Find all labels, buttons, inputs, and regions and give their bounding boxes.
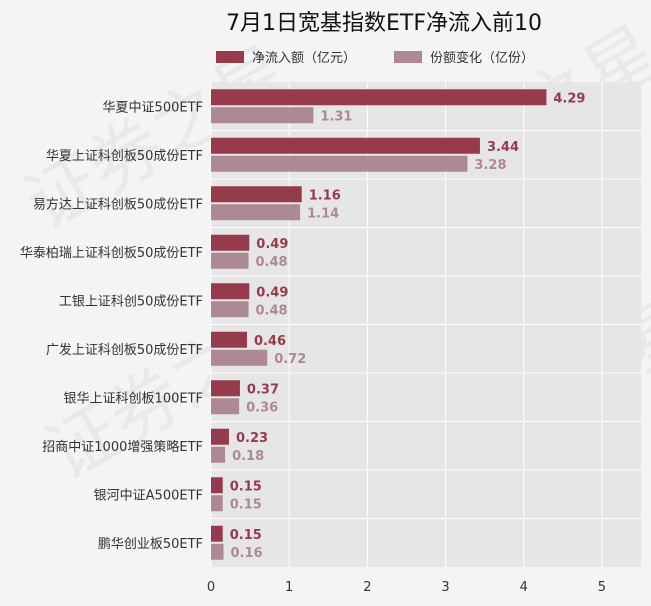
data-label-series-1: 1.16 <box>309 188 341 203</box>
data-label-series-2: 3.28 <box>474 158 506 173</box>
data-label-series-2: 0.18 <box>232 449 264 464</box>
category-labels: 华夏中证500ETF 华夏上证科创板50成份ETF 易方达上证科创板50成份ETF 华… <box>20 100 203 552</box>
bar-series-2 <box>211 349 268 366</box>
bar-series-1 <box>211 234 250 251</box>
legend-swatch-series-2 <box>394 51 422 63</box>
data-label-series-1: 3.44 <box>487 140 519 155</box>
data-label-series-1: 0.37 <box>247 382 279 397</box>
bar-series-1 <box>211 428 229 445</box>
bar-series-2 <box>211 301 249 318</box>
x-tick-label: 0 <box>207 580 215 595</box>
category-label: 华夏上证科创板50成份ETF <box>46 149 203 164</box>
legend-label-series-1: 净流入额（亿元） <box>252 51 356 66</box>
bars <box>211 89 547 560</box>
chart-title: 7月1日宽基指数ETF净流入前10 <box>226 11 542 36</box>
bar-series-1 <box>211 137 480 154</box>
data-labels: 4.29 1.31 3.44 3.28 1.16 1.14 0.49 0.48 0.49 0.48… <box>230 91 586 561</box>
bar-series-1 <box>211 331 247 348</box>
data-label-series-2: 0.72 <box>274 352 306 367</box>
data-label-series-2: 0.48 <box>256 255 288 270</box>
bar-series-2 <box>211 252 249 269</box>
x-tick-labels: 0 1 2 3 4 5 <box>207 580 606 595</box>
data-label-series-1: 4.29 <box>553 91 585 106</box>
bar-series-1 <box>211 186 302 203</box>
data-label-series-2: 0.36 <box>246 400 278 415</box>
data-label-series-2: 0.16 <box>231 546 263 561</box>
bar-series-1 <box>211 477 223 494</box>
category-label: 银华上证科创板100ETF <box>64 391 203 406</box>
bar-series-1 <box>211 525 223 542</box>
legend-label-series-2: 份额变化（亿份） <box>430 50 534 66</box>
x-tick-label: 1 <box>285 580 293 595</box>
data-label-series-1: 0.49 <box>256 237 288 252</box>
data-label-series-2: 0.48 <box>256 303 288 318</box>
data-label-series-1: 0.46 <box>254 334 286 349</box>
category-label: 工银上证科创50成份ETF <box>59 294 203 309</box>
legend: 净流入额（亿元） 份额变化（亿份） <box>216 50 534 66</box>
legend-swatch-series-1 <box>216 51 244 63</box>
category-label: 易方达上证科创板50成份ETF <box>33 196 203 212</box>
bar-series-1 <box>211 89 547 106</box>
data-label-series-2: 1.14 <box>307 206 339 221</box>
category-label: 华泰柏瑞上证科创板50成份ETF <box>20 246 203 261</box>
data-label-series-1: 0.49 <box>256 285 288 300</box>
bar-series-2 <box>211 446 226 463</box>
x-tick-label: 5 <box>598 580 606 595</box>
data-label-series-1: 0.15 <box>230 479 262 494</box>
category-label: 鹏华创业板50ETF <box>98 537 203 552</box>
x-tick-label: 2 <box>363 580 371 595</box>
data-label-series-2: 0.15 <box>230 497 262 512</box>
category-label: 银河中证A500ETF <box>94 488 203 503</box>
bar-series-2 <box>211 107 314 124</box>
data-label-series-1: 0.15 <box>230 528 262 543</box>
bar-series-2 <box>211 543 224 560</box>
bar-series-2 <box>211 155 468 172</box>
category-label: 华夏中证500ETF <box>103 100 203 115</box>
bar-series-2 <box>211 495 223 512</box>
x-tick-label: 3 <box>441 580 449 595</box>
x-tick-label: 4 <box>520 580 528 595</box>
bar-series-2 <box>211 204 301 221</box>
bar-series-1 <box>211 380 240 397</box>
data-label-series-1: 0.23 <box>236 431 268 446</box>
data-label-series-2: 1.31 <box>320 109 352 124</box>
bar-series-1 <box>211 283 250 300</box>
category-label: 广发上证科创板50成份ETF <box>46 342 203 358</box>
bar-series-2 <box>211 398 240 415</box>
category-label: 招商中证1000增强策略ETF <box>42 439 203 455</box>
